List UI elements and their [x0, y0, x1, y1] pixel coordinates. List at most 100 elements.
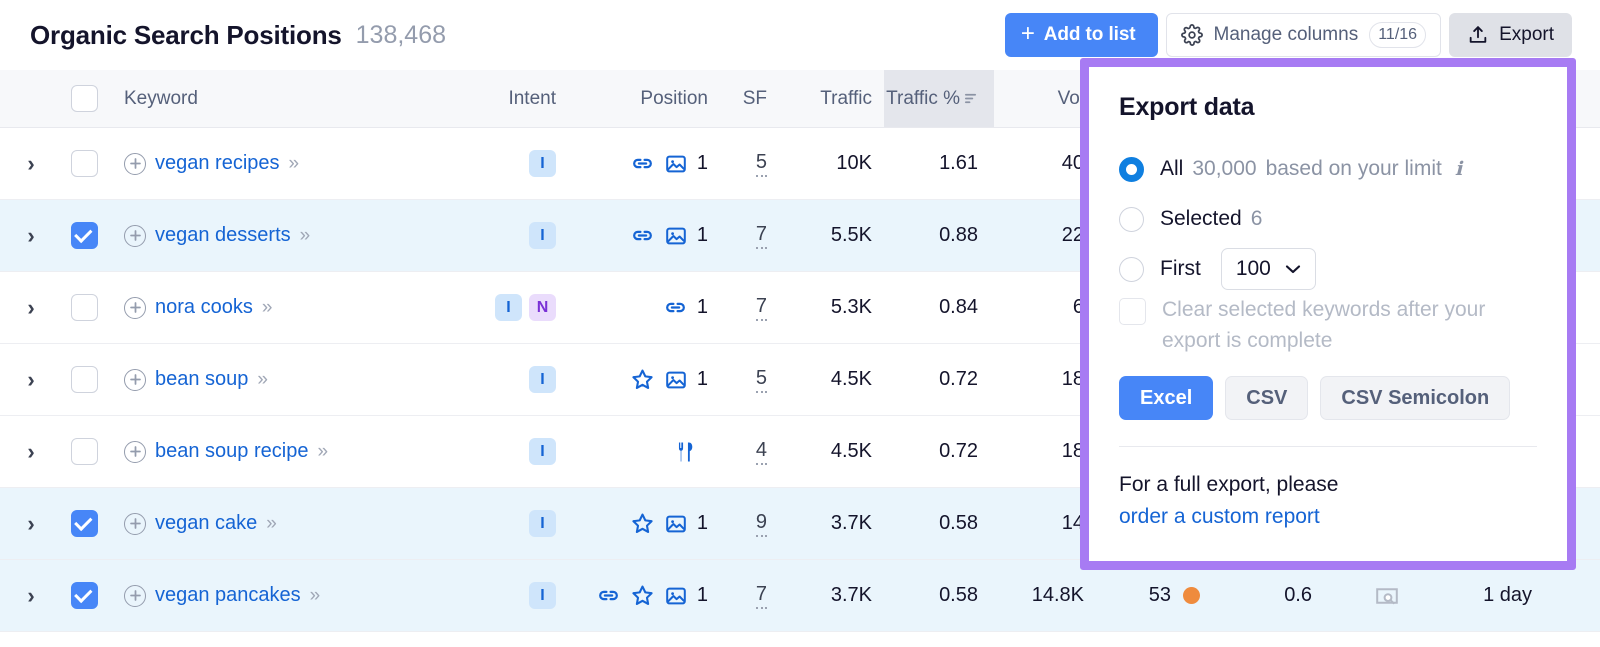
row-checkbox[interactable] — [70, 582, 98, 609]
add-keyword-icon[interactable] — [124, 152, 146, 175]
keyword-link[interactable]: nora cooks — [155, 296, 253, 318]
export-button[interactable]: Export — [1449, 13, 1572, 57]
add-keyword-icon[interactable] — [124, 296, 146, 319]
image-icon[interactable] — [664, 512, 688, 536]
intent-badge-i[interactable]: I — [529, 582, 556, 609]
row-checkbox[interactable] — [70, 150, 98, 177]
row-expand-toggle[interactable]: › — [0, 583, 62, 609]
table-row[interactable]: › bean soup recipe » I 4 4.5K 0.72 18 — [0, 416, 1600, 488]
row-select-cell[interactable] — [62, 366, 106, 393]
add-to-list-button[interactable]: + Add to list — [1004, 13, 1158, 57]
add-keyword-icon[interactable] — [124, 440, 146, 463]
clear-selected-keywords-option[interactable]: Clear selected keywords after your expor… — [1119, 294, 1537, 356]
intent-badge-i[interactable]: I — [529, 150, 556, 177]
image-icon[interactable] — [664, 224, 688, 248]
star-icon[interactable] — [630, 511, 655, 536]
row-checkbox[interactable] — [70, 510, 98, 537]
recipe-icon[interactable] — [673, 439, 699, 465]
row-expand-toggle[interactable]: › — [0, 439, 62, 465]
column-header-position[interactable]: Position — [564, 88, 716, 110]
keyword-link[interactable]: vegan pancakes — [155, 584, 301, 606]
select-all-checkbox[interactable] — [70, 85, 98, 112]
table-row[interactable]: › vegan pancakes » I 1 7 3.7K 0.58 14.8K — [0, 560, 1600, 632]
export-format-excel[interactable]: Excel — [1119, 376, 1214, 420]
export-option-all[interactable]: All 30,000 based on your limit ℹ — [1119, 144, 1537, 194]
row-checkbox[interactable] — [70, 438, 98, 465]
select-all-cell[interactable] — [62, 85, 106, 112]
row-select-cell[interactable] — [62, 150, 106, 177]
row-checkbox[interactable] — [70, 294, 98, 321]
export-format-csv-semicolon[interactable]: CSV Semicolon — [1320, 376, 1511, 420]
clear-selected-keywords-checkbox[interactable] — [1119, 298, 1146, 325]
add-keyword-icon[interactable] — [124, 584, 146, 607]
row-select-cell[interactable] — [62, 582, 106, 609]
intent-badge-i[interactable]: I — [529, 438, 556, 465]
keyword-overview-icon[interactable]: » — [299, 224, 310, 246]
keyword-overview-icon[interactable]: » — [266, 512, 276, 534]
column-header-sf[interactable]: SF — [716, 88, 784, 110]
row-select-cell[interactable] — [62, 438, 106, 465]
manage-columns-button[interactable]: Manage columns 11/16 — [1165, 13, 1442, 57]
image-icon[interactable] — [664, 584, 688, 608]
table-row[interactable]: › bean soup » I 1 5 4.5K 0.72 18 — [0, 344, 1600, 416]
table-row[interactable]: › vegan recipes » I 1 5 10K 1.61 40 — [0, 128, 1600, 200]
keyword-link[interactable]: vegan recipes — [155, 152, 280, 174]
row-checkbox[interactable] — [70, 366, 98, 393]
order-custom-report-link[interactable]: order a custom report — [1119, 505, 1320, 528]
export-format-csv[interactable]: CSV — [1225, 376, 1309, 420]
column-header-intent[interactable]: Intent — [442, 88, 564, 110]
link-icon[interactable] — [596, 583, 621, 608]
row-select-cell[interactable] — [62, 294, 106, 321]
link-icon[interactable] — [630, 223, 655, 248]
add-keyword-icon[interactable] — [124, 512, 146, 535]
intent-badge-i[interactable]: I — [529, 222, 556, 249]
column-header-keyword[interactable]: Keyword — [106, 88, 442, 110]
add-keyword-icon[interactable] — [124, 368, 146, 391]
image-icon[interactable] — [664, 152, 688, 176]
serp-preview-icon[interactable] — [1374, 583, 1400, 609]
keyword-overview-icon[interactable]: » — [261, 296, 272, 318]
row-select-cell[interactable] — [62, 510, 106, 537]
keyword-link[interactable]: bean soup — [155, 368, 249, 390]
sf-value[interactable]: 9 — [755, 511, 767, 537]
row-expand-toggle[interactable]: › — [0, 151, 62, 177]
intent-badge-i[interactable]: I — [529, 510, 556, 537]
intent-badge-i[interactable]: I — [529, 366, 556, 393]
sf-value[interactable]: 7 — [755, 223, 767, 249]
export-option-selected[interactable]: Selected 6 — [1119, 194, 1537, 244]
row-expand-toggle[interactable]: › — [0, 367, 62, 393]
radio-all[interactable] — [1119, 156, 1144, 182]
link-icon[interactable] — [663, 295, 688, 320]
info-icon[interactable]: ℹ — [1454, 159, 1463, 180]
keyword-link[interactable]: bean soup recipe — [155, 440, 309, 462]
keyword-overview-icon[interactable]: » — [257, 368, 267, 390]
add-keyword-icon[interactable] — [124, 224, 146, 247]
sf-value[interactable]: 4 — [755, 439, 767, 465]
row-expand-toggle[interactable]: › — [0, 511, 62, 537]
star-icon[interactable] — [630, 367, 655, 392]
image-icon[interactable] — [664, 368, 688, 392]
column-header-traffic[interactable]: Traffic — [784, 88, 884, 110]
intent-badge-i[interactable]: I — [495, 294, 522, 321]
keyword-overview-icon[interactable]: » — [317, 440, 327, 462]
sf-value[interactable]: 7 — [755, 295, 767, 321]
keyword-link[interactable]: vegan desserts — [155, 224, 291, 246]
keyword-link[interactable]: vegan cake — [155, 512, 258, 534]
sf-value[interactable]: 5 — [755, 367, 767, 393]
export-option-first[interactable]: First 100 — [1119, 244, 1537, 294]
row-select-cell[interactable] — [62, 222, 106, 249]
column-header-traffic-pct[interactable]: Traffic % — [884, 70, 994, 127]
column-header-vol[interactable]: Vol — [994, 88, 1102, 110]
star-icon[interactable] — [630, 583, 655, 608]
first-count-select[interactable]: 100 — [1220, 248, 1316, 290]
radio-first[interactable] — [1119, 256, 1144, 282]
sf-value[interactable]: 5 — [755, 151, 767, 177]
row-expand-toggle[interactable]: › — [0, 223, 62, 249]
row-expand-toggle[interactable]: › — [0, 295, 62, 321]
radio-selected[interactable] — [1119, 206, 1144, 232]
sf-value[interactable]: 7 — [755, 583, 767, 609]
keyword-overview-icon[interactable]: » — [288, 152, 299, 174]
link-icon[interactable] — [630, 151, 655, 176]
keyword-overview-icon[interactable]: » — [309, 584, 320, 606]
